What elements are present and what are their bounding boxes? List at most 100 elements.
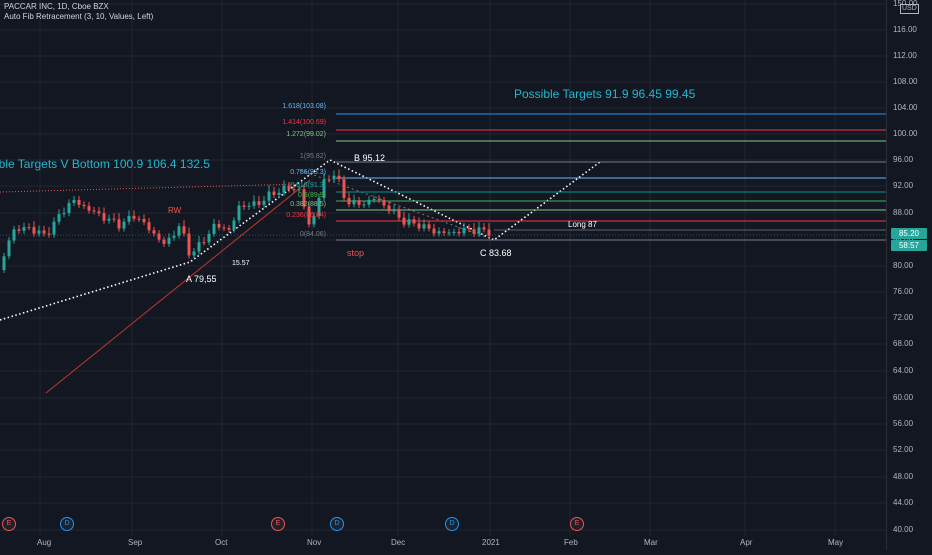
price-chart[interactable]: 1.618(103.08) 1.414(100.69) 1.272(99.02)… [0,0,886,550]
rw-label[interactable]: RW [168,206,182,215]
candle-body [247,205,251,207]
red-long-trendline[interactable] [45,179,311,394]
candle-body [42,230,46,234]
candle-body [232,220,236,230]
candle-body [182,226,186,234]
price-tick-label: 72.00 [893,313,914,322]
candle-body [107,218,111,221]
candle-body [97,211,101,214]
candle-body [117,219,121,229]
candle-body [17,229,21,231]
earnings-event-icon[interactable]: E [271,517,285,531]
candle-body [7,240,11,257]
candle-body [12,229,16,241]
currency-label[interactable]: USD [900,4,919,14]
price-tick-label: 40.00 [893,525,914,534]
candle-body [187,233,191,256]
symbol-title[interactable]: PACCAR INC, 1D, Cboe BZX [4,2,109,11]
chart-header: PACCAR INC, 1D, Cboe BZX Auto Fib Retrac… [4,2,153,22]
targets-right-text[interactable]: Possible Targets 91.9 96.45 99.45 [514,87,696,101]
candle-body [137,218,141,220]
price-tick-label: 96.00 [893,155,914,164]
price-tick-label: 56.00 [893,419,914,428]
fib-382-label: 0.382(88.5) [290,201,326,208]
candle-body [127,215,131,222]
indicator-title[interactable]: Auto Fib Retracement (3, 10, Values, Lef… [4,12,154,21]
candle-body [382,200,386,206]
candle-body [462,227,466,234]
fib-1414-label: 1.414(100.69) [282,119,326,126]
candle-body [282,185,286,193]
candle-body [402,217,406,225]
candle-body [237,205,241,221]
candles-group [2,169,491,273]
price-tick-label: 108.00 [893,77,918,86]
chart-pane[interactable]: 1.618(103.08) 1.414(100.69) 1.272(99.02)… [0,0,886,550]
candle-body [47,233,51,235]
candle-body [307,206,311,225]
candle-body [87,206,91,211]
dividend-event-icon[interactable]: D [330,517,344,531]
point-a-label[interactable]: A 79,55 [186,274,217,284]
candle-body [392,210,396,212]
candle-body [472,229,476,234]
candle-body [202,242,206,244]
point-b-label[interactable]: B 95.12 [354,153,385,163]
candle-body [27,227,31,229]
candle-body [292,189,296,191]
candle-body [337,175,341,180]
time-label: May [828,538,844,547]
stop-label[interactable]: stop [347,248,364,258]
candle-body [162,239,166,244]
small-value-label[interactable]: 15.57 [232,260,250,267]
price-tick-label: 88.00 [893,208,914,217]
white-dotted-pattern[interactable] [0,159,601,321]
time-label: Nov [307,538,322,547]
price-tick-label: 52.00 [893,445,914,454]
time-label: Sep [128,538,143,547]
candle-body [207,233,211,243]
price-tick-label: 112.00 [893,51,917,60]
candle-body [322,179,326,198]
time-label: Oct [215,538,228,547]
earnings-event-icon[interactable]: E [570,517,584,531]
candle-body [347,197,351,205]
candle-body [447,232,451,234]
candle-body [142,219,146,223]
candle-body [287,185,291,190]
diagonal-dashed[interactable] [299,169,495,241]
time-axis[interactable]: Aug Sep Oct Nov Dec 2021 Feb Mar Apr May [0,536,886,550]
candle-body [222,227,226,229]
time-label: Mar [644,538,658,547]
candle-body [217,223,221,228]
price-tick-label: 80.00 [893,261,914,270]
fib-618-label: 0.618(91.3) [290,182,326,189]
dividend-event-icon[interactable]: D [60,517,74,531]
price-tick-label: 44.00 [893,498,914,507]
fib-1-label: 1(95.82) [300,153,326,160]
candle-body [417,223,421,229]
candle-body [332,175,336,180]
price-axis[interactable]: 150.00116.00112.00108.00104.00100.0096.0… [886,0,932,550]
candle-body [327,179,331,181]
candle-body [367,199,371,205]
price-tick-label: 116.00 [893,25,917,34]
price-tick-label: 104.00 [893,103,918,112]
candle-body [487,229,491,236]
earnings-event-icon[interactable]: E [2,517,16,531]
dividend-event-icon[interactable]: D [445,517,459,531]
point-c-label[interactable]: C 83.68 [480,248,512,258]
candle-body [157,233,161,240]
price-tick-label: 92.00 [893,181,914,190]
price-tick-label: 48.00 [893,472,914,481]
candle-body [172,235,176,238]
candle-body [302,189,306,207]
targets-left-text[interactable]: ible Targets V Bottom 100.9 106.4 132.5 [0,157,210,171]
red-dotted-trendline[interactable] [0,183,301,193]
countdown-badge: 58:57 [891,240,927,251]
candle-body [167,237,171,244]
candle-body [192,251,196,256]
candle-body [437,231,441,234]
long-87-label[interactable]: Long 87 [568,220,597,229]
candle-body [352,200,356,205]
